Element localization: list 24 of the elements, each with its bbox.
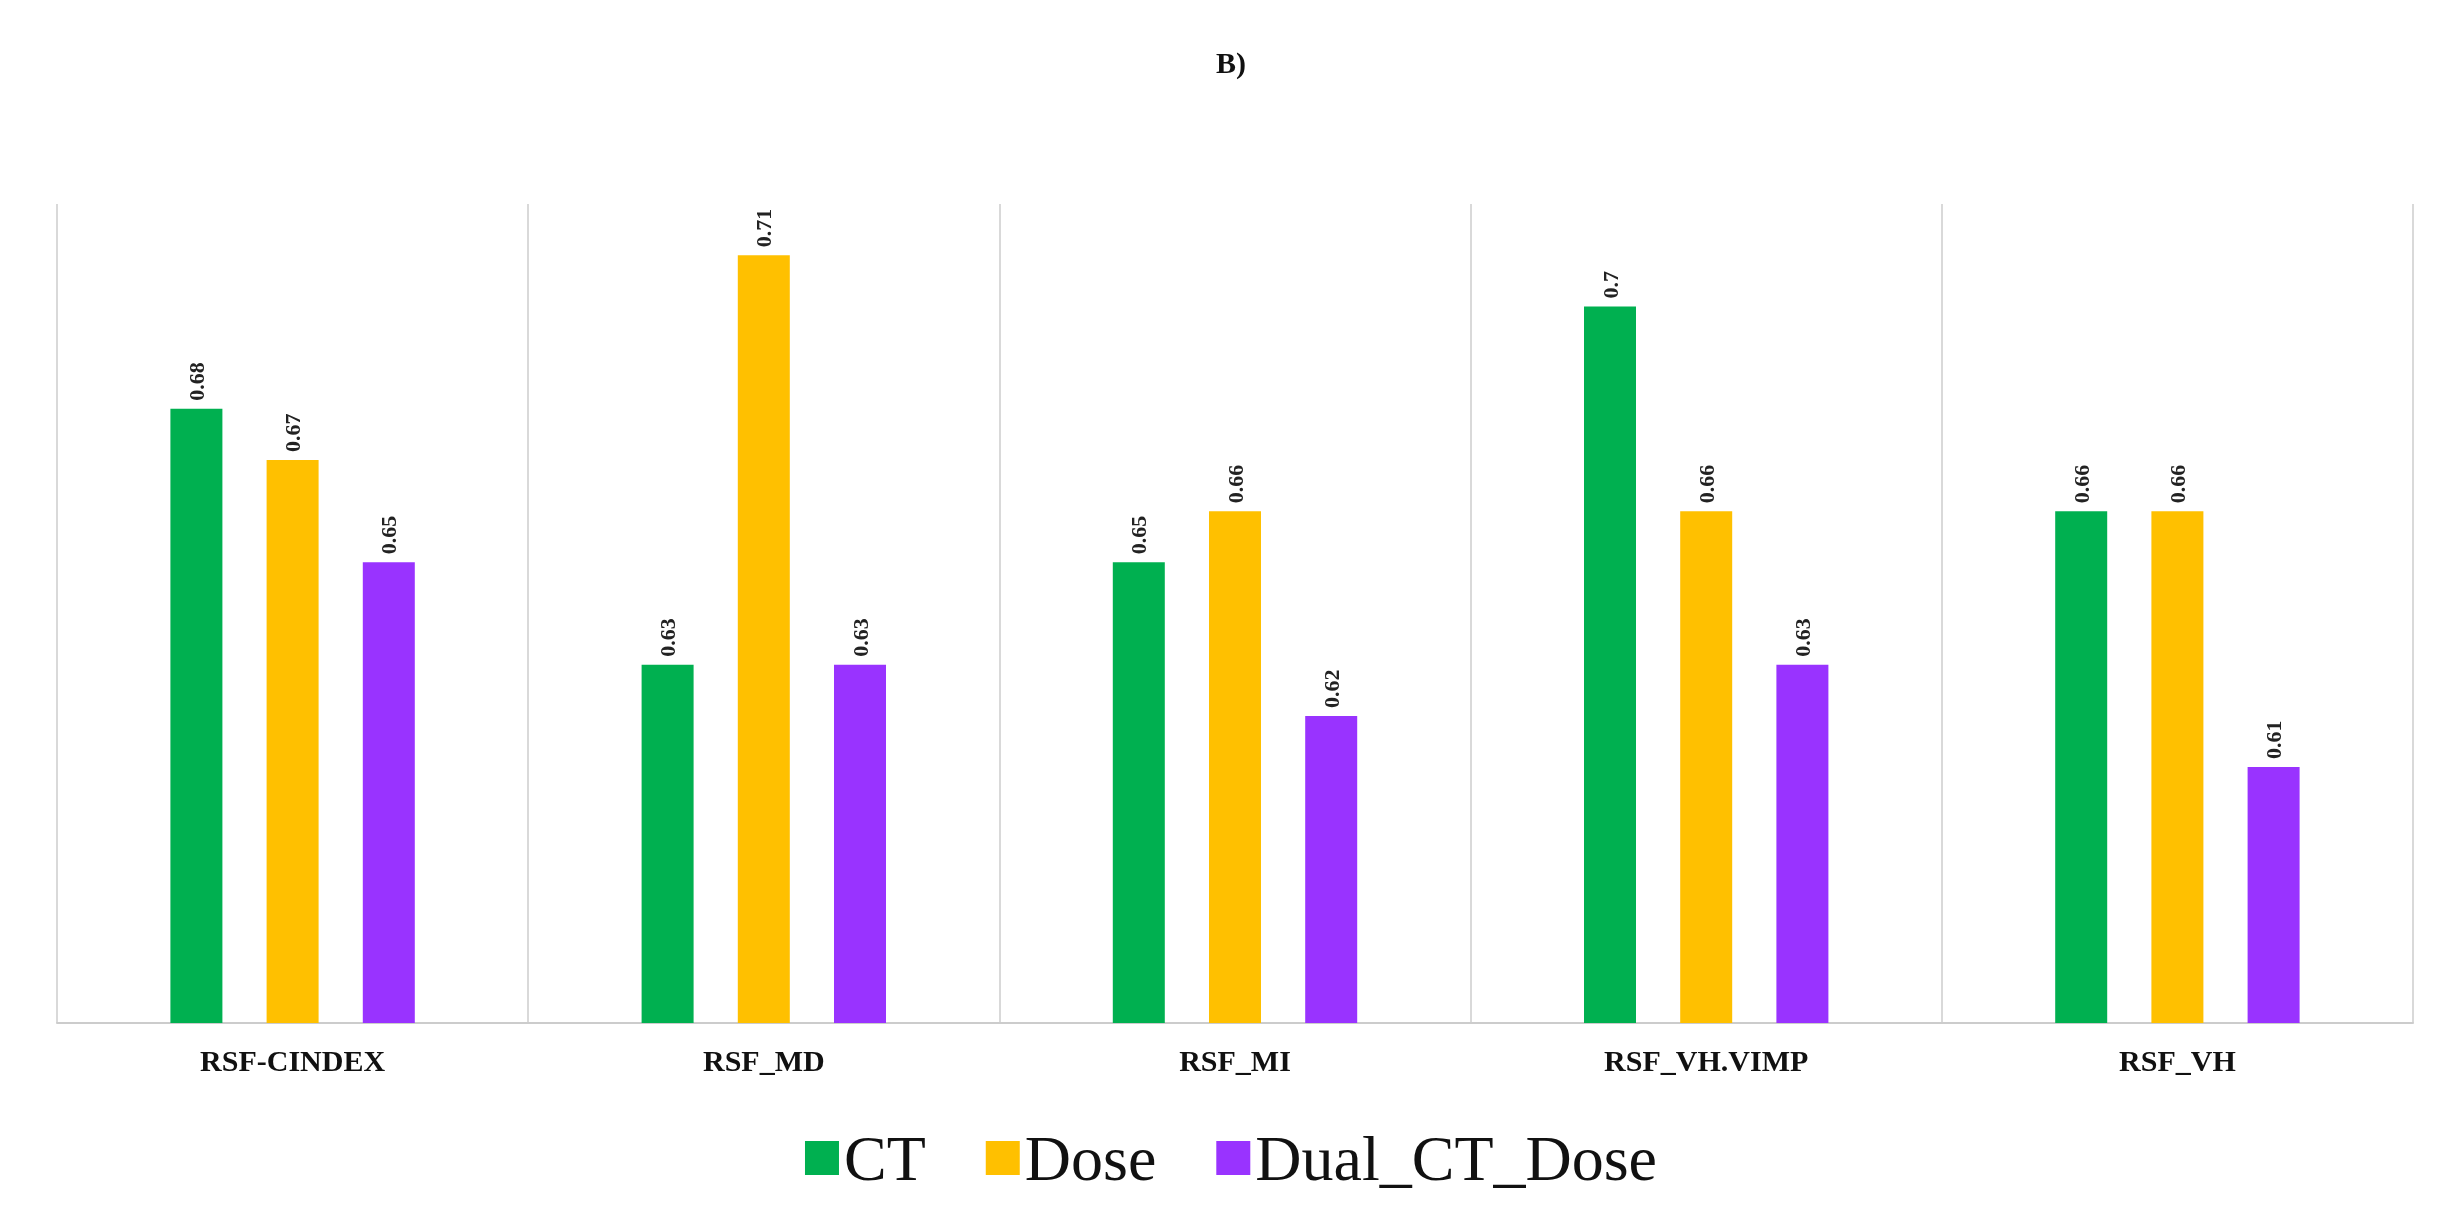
chart-title: B) (1216, 45, 1246, 80)
data-label: 0.62 (1318, 669, 1344, 708)
data-label: 0.63 (655, 618, 681, 657)
data-label: 0.65 (376, 515, 402, 555)
data-label: 0.66 (1693, 464, 1719, 504)
data-label: 0.61 (2261, 720, 2287, 760)
x-tick-label: RSF_MD (702, 1043, 825, 1077)
data-label: 0.71 (751, 208, 777, 248)
x-tick-label: RSF_MI (1179, 1043, 1291, 1077)
data-label: 0.66 (2164, 464, 2190, 504)
data-label: 0.68 (183, 362, 209, 401)
legend-label: Dose (1024, 1122, 1157, 1194)
x-tick-label: RSF_VH.VIMP (1604, 1043, 1809, 1077)
data-label: 0.7 (1597, 270, 1623, 299)
data-label: 0.67 (280, 413, 306, 452)
data-label: 0.63 (1789, 618, 1815, 657)
x-tick-label: RSF-CINDEX (200, 1043, 386, 1077)
data-label: 0.63 (847, 618, 873, 657)
legend-label: Dual_CT_Dose (1255, 1122, 1658, 1194)
data-label: 0.66 (1222, 464, 1248, 504)
x-tick-label: RSF_VH (2119, 1043, 2236, 1077)
data-label: 0.65 (1126, 515, 1152, 555)
legend-label: CT (843, 1122, 926, 1194)
data-label: 0.66 (2068, 464, 2094, 504)
